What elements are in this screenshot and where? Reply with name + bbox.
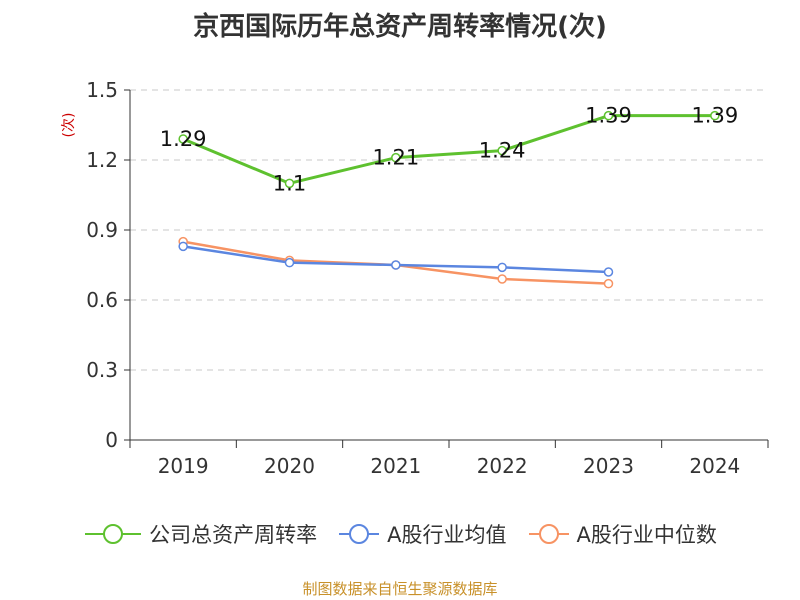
- legend-label: A股行业均值: [387, 523, 507, 547]
- y-tick-label: 0: [105, 428, 118, 452]
- chart-title: 京西国际历年总资产周转率情况(次): [193, 12, 607, 42]
- x-tick-label: 2022: [477, 454, 528, 478]
- y-tick-label: 1.2: [86, 148, 118, 172]
- data-label: 1.24: [479, 139, 526, 163]
- data-point: [178, 134, 188, 144]
- grid-lines: [130, 89, 768, 371]
- y-tick-label: 0.9: [86, 218, 118, 242]
- legend-marker-icon: [528, 524, 569, 544]
- data-labels: 1.29 1.1 1.21 1.24 1.39 1.39: [160, 104, 738, 196]
- data-point: [603, 267, 614, 277]
- y-tick-label: 1.5: [86, 78, 118, 102]
- legend-item-company[interactable]: 公司总资产周转率: [83, 519, 317, 549]
- y-tick-label: 0.6: [86, 288, 118, 312]
- data-point: [391, 152, 401, 163]
- data-label: 1.29: [160, 127, 207, 151]
- x-tick-label: 2024: [689, 454, 740, 478]
- legend: 公司总资产周转率 A股行业均值 A股行业中位数: [0, 519, 800, 549]
- legend-marker-icon: [85, 524, 142, 544]
- series-lines: [178, 110, 720, 289]
- data-label: 1.39: [585, 104, 632, 128]
- source-note: 制图数据来自恒生聚源数据库: [302, 580, 498, 598]
- data-label: 1.21: [372, 146, 419, 170]
- data-point: [497, 262, 507, 273]
- data-label: 1.1: [273, 171, 306, 195]
- series-line-0: [182, 114, 715, 185]
- data-point: [391, 260, 401, 270]
- data-point: [603, 110, 614, 121]
- data-label: 1.39: [691, 104, 738, 128]
- data-point: [497, 274, 507, 284]
- legend-label: A股行业中位数: [576, 523, 717, 547]
- data-point: [284, 178, 295, 189]
- legend-marker-icon: [339, 524, 380, 544]
- x-tick-label: 2023: [583, 454, 634, 478]
- y-tick-label: 0.3: [86, 358, 118, 382]
- x-tick-label: 2021: [370, 454, 421, 478]
- axes: 0 0.3 0.6 0.9 1.2 1.5 (次) 2019 2020 2021 2022 2023 2…: [61, 78, 769, 478]
- data-point: [497, 145, 507, 156]
- data-point: [178, 241, 188, 252]
- y-axis-label: (次): [61, 113, 77, 138]
- legend-item-industry-mean[interactable]: A股行业均值: [337, 519, 507, 549]
- data-point: [710, 110, 720, 121]
- legend-label: 公司总资产周转率: [149, 523, 318, 547]
- x-tick-label: 2020: [264, 454, 315, 478]
- data-point: [284, 257, 295, 268]
- legend-item-industry-median[interactable]: A股行业中位数: [527, 519, 717, 549]
- data-point: [603, 278, 614, 289]
- x-tick-label: 2019: [158, 454, 209, 478]
